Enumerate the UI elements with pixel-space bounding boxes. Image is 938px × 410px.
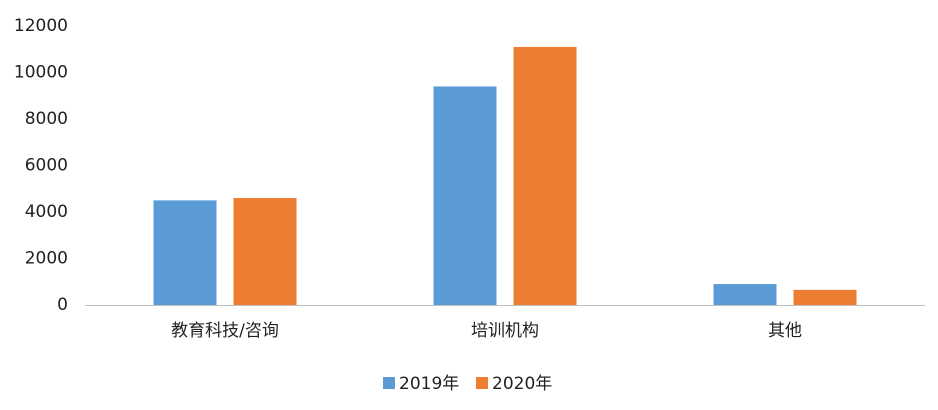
y-tick-label: 2000 [25,249,68,269]
y-tick-label: 4000 [25,202,68,222]
y-tick-label: 8000 [25,109,68,129]
bar [713,284,777,305]
legend-label: 2019年 [399,374,459,394]
bar [233,198,297,305]
x-tick-label: 其他 [768,321,802,341]
y-tick-label: 0 [57,295,68,315]
y-tick-label: 12000 [14,16,68,36]
bar [153,200,217,305]
legend-swatch [383,377,395,389]
x-tick-label: 培训机构 [471,321,539,341]
y-tick-label: 6000 [25,156,68,176]
bar [513,46,577,306]
legend-label: 2020年 [492,374,552,394]
x-tick-label: 教育科技/咨询 [171,321,279,341]
bar [793,289,857,305]
y-tick-label: 10000 [14,63,68,83]
bar [433,86,497,305]
legend-swatch [476,377,488,389]
